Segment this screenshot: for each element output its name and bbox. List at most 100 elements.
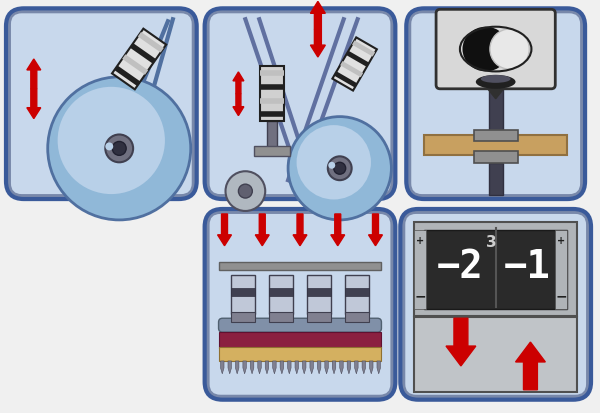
Polygon shape — [243, 361, 247, 374]
FancyBboxPatch shape — [209, 13, 391, 194]
Text: +: + — [557, 236, 565, 246]
FancyArrow shape — [368, 214, 382, 246]
Bar — [267, 121, 277, 151]
Text: −1: −1 — [504, 247, 551, 286]
Bar — [474, 130, 518, 141]
Bar — [344, 275, 368, 314]
Text: −2: −2 — [437, 247, 483, 286]
Circle shape — [48, 77, 191, 220]
FancyArrow shape — [310, 1, 325, 29]
Polygon shape — [310, 361, 313, 374]
FancyBboxPatch shape — [209, 214, 391, 395]
Bar — [232, 275, 256, 314]
Bar — [260, 66, 284, 121]
Circle shape — [328, 157, 352, 180]
Polygon shape — [355, 361, 358, 374]
Ellipse shape — [476, 75, 515, 89]
FancyArrow shape — [218, 214, 232, 246]
Polygon shape — [362, 361, 365, 374]
Polygon shape — [377, 361, 380, 374]
Circle shape — [296, 125, 371, 199]
Bar — [489, 89, 503, 158]
Bar — [232, 288, 256, 297]
Bar — [269, 275, 293, 314]
Ellipse shape — [481, 75, 511, 83]
FancyArrow shape — [27, 59, 41, 89]
Polygon shape — [340, 361, 343, 374]
FancyBboxPatch shape — [411, 13, 580, 194]
Circle shape — [106, 135, 133, 162]
FancyBboxPatch shape — [405, 214, 586, 395]
FancyArrow shape — [515, 342, 545, 390]
Circle shape — [226, 171, 265, 211]
Polygon shape — [370, 361, 373, 374]
Bar — [232, 312, 256, 322]
Polygon shape — [332, 361, 336, 374]
FancyArrow shape — [446, 318, 476, 366]
FancyArrow shape — [310, 29, 325, 57]
Circle shape — [112, 141, 126, 155]
FancyBboxPatch shape — [205, 209, 395, 400]
Polygon shape — [347, 361, 350, 374]
FancyArrow shape — [256, 214, 269, 246]
Circle shape — [334, 162, 346, 174]
FancyBboxPatch shape — [218, 318, 382, 332]
Circle shape — [238, 184, 253, 198]
Bar — [307, 275, 331, 314]
Bar — [218, 332, 382, 348]
Bar — [414, 317, 577, 392]
Circle shape — [58, 87, 165, 194]
Polygon shape — [272, 361, 276, 374]
Bar — [218, 261, 382, 270]
Polygon shape — [265, 361, 269, 374]
Bar — [307, 312, 331, 322]
Bar — [344, 312, 368, 322]
Circle shape — [106, 142, 113, 150]
FancyArrow shape — [233, 72, 244, 94]
Text: +: + — [416, 236, 424, 246]
Bar — [269, 312, 293, 322]
Bar — [424, 230, 567, 309]
Bar — [489, 163, 503, 195]
Polygon shape — [317, 361, 321, 374]
Bar — [307, 288, 331, 297]
Bar — [414, 222, 577, 316]
Polygon shape — [235, 361, 239, 374]
Polygon shape — [302, 361, 306, 374]
FancyArrow shape — [331, 214, 344, 246]
Circle shape — [288, 116, 391, 220]
Bar — [555, 230, 567, 309]
Ellipse shape — [490, 29, 529, 69]
Bar — [218, 347, 382, 361]
FancyBboxPatch shape — [400, 209, 591, 400]
FancyBboxPatch shape — [6, 8, 197, 199]
FancyBboxPatch shape — [406, 8, 585, 199]
FancyArrow shape — [233, 94, 244, 116]
Polygon shape — [332, 37, 377, 90]
Ellipse shape — [463, 27, 509, 71]
FancyBboxPatch shape — [436, 9, 555, 89]
Polygon shape — [221, 361, 224, 374]
Bar — [424, 135, 567, 155]
Polygon shape — [287, 361, 291, 374]
Polygon shape — [280, 361, 284, 374]
Bar — [344, 288, 368, 297]
Polygon shape — [488, 89, 503, 99]
Bar — [254, 146, 290, 156]
FancyArrow shape — [293, 214, 307, 246]
Polygon shape — [325, 361, 328, 374]
Polygon shape — [295, 361, 299, 374]
Bar — [414, 230, 426, 309]
Polygon shape — [228, 361, 232, 374]
FancyArrow shape — [27, 89, 41, 119]
Polygon shape — [250, 361, 254, 374]
FancyBboxPatch shape — [11, 13, 192, 194]
Polygon shape — [258, 361, 261, 374]
Text: 3: 3 — [487, 235, 497, 250]
Circle shape — [328, 162, 335, 169]
Bar — [474, 152, 518, 163]
Text: −: − — [556, 290, 567, 304]
Polygon shape — [112, 28, 166, 89]
Text: −: − — [415, 290, 426, 304]
FancyBboxPatch shape — [205, 8, 395, 199]
